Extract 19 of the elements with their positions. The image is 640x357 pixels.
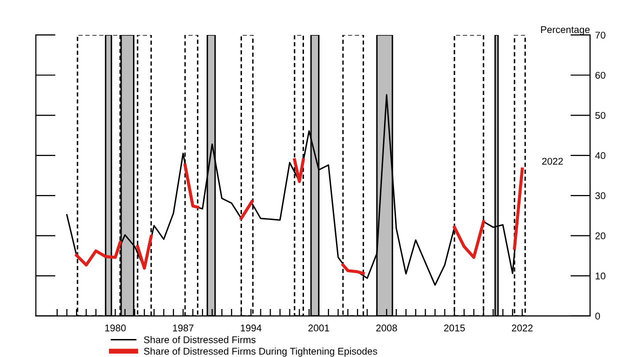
legend-label: Share of Distressed Firms	[144, 336, 256, 344]
y-tick-label: 70	[595, 32, 606, 39]
y-tick-label: 20	[595, 232, 606, 240]
y-tick-label: 30	[595, 192, 606, 200]
x-tick-label: 1980	[105, 324, 126, 332]
x-tick-label: 1994	[240, 324, 262, 332]
x-tick-label: 2001	[308, 324, 330, 332]
legend-label: Share of Distressed Firms During Tightening Episodes	[144, 348, 378, 357]
y-tick-label: 0	[595, 312, 600, 320]
x-tick-label: 1987	[173, 324, 194, 332]
y-tick-label: 60	[595, 72, 606, 79]
annotation: 2022	[542, 158, 563, 165]
x-tick-label: 2008	[376, 324, 397, 332]
y-axis-title: Percentage	[541, 26, 590, 35]
y-tick-label: 40	[595, 152, 606, 160]
y-tick-label: 50	[595, 112, 606, 119]
x-tick-label: 2015	[444, 324, 465, 332]
y-tick-label: 10	[596, 272, 606, 280]
x-tick-label: 2022	[512, 324, 533, 332]
